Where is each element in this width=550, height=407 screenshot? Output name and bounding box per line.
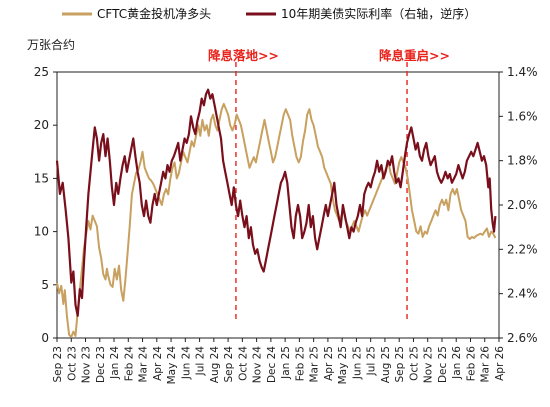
cut-marker-label: 降息落地>>	[208, 48, 279, 63]
series-line-cftc	[56, 102, 497, 338]
x-tick-label: Jun 25	[351, 346, 363, 380]
y-right-tick-label: 1.8%	[507, 154, 538, 168]
x-tick-label: Dec 25	[437, 346, 449, 383]
x-tick-label: Sep 23	[52, 346, 64, 383]
y-left-tick-label: 0	[41, 331, 49, 345]
y-left-tick-label: 25	[34, 65, 49, 79]
x-tick-label: Apr 25	[323, 346, 335, 381]
x-tick-label: Feb 26	[465, 346, 477, 382]
legend: CFTC黄金投机净多头 10年期美债实际利率（右轴，逆序）	[62, 6, 476, 21]
y-left-tick-label: 5	[41, 278, 49, 292]
x-tick-label: Mar 26	[480, 346, 492, 383]
y-left-tick-label: 20	[34, 118, 49, 132]
x-tick-label: Apr 26	[494, 346, 506, 381]
y-right-tick-label: 2.4%	[507, 287, 538, 301]
x-tick-label: Aug 24	[209, 346, 221, 384]
legend-label-cftc: CFTC黄金投机净多头	[97, 6, 211, 21]
x-tick-label: Jan 24	[109, 346, 121, 380]
y-left-tick-label: 15	[34, 171, 49, 185]
y-right-tick-label: 1.4%	[507, 65, 538, 79]
y-right-tick-label: 2.2%	[507, 242, 538, 256]
x-tick-label: May 25	[337, 346, 349, 384]
x-tick-label: Sep 24	[223, 346, 235, 383]
x-tick-label: Jan 25	[280, 346, 292, 380]
x-tick-label: Nov 23	[81, 346, 93, 383]
x-tick-label: Jun 24	[180, 346, 192, 380]
x-tick-label: Mar 25	[309, 346, 321, 383]
x-tick-label: May 24	[166, 346, 178, 385]
x-tick-label: Jul 25	[366, 346, 378, 376]
x-tick-label: Feb 25	[294, 346, 306, 381]
x-tick-label: Feb 24	[123, 346, 135, 382]
legend-label-real-rate: 10年期美债实际利率（右轴，逆序）	[281, 6, 476, 21]
x-tick-label: Mar 24	[138, 346, 150, 383]
series-layer	[55, 88, 497, 338]
y-right-tick-label: 1.6%	[507, 109, 538, 123]
y-right-tick-label: 2.6%	[507, 331, 538, 345]
x-tick-label: Dec 24	[266, 346, 278, 383]
x-tick-label: Nov 24	[252, 346, 264, 384]
y-left-tick-label: 10	[34, 225, 49, 239]
x-tick-label: Apr 24	[152, 346, 164, 381]
x-tick-label: Oct 24	[237, 346, 249, 381]
x-tick-label: Jan 26	[451, 346, 463, 380]
x-tick-label: Aug 25	[380, 346, 392, 383]
x-tick-label: Jul 24	[195, 346, 207, 377]
x-tick-label: Sep 25	[394, 346, 406, 383]
x-tick-label: Dec 23	[95, 346, 107, 383]
x-tick-label: Oct 23	[66, 346, 78, 381]
y-right-tick-label: 2.0%	[507, 198, 538, 212]
cut-marker-label: 降息重启>>	[379, 48, 450, 63]
x-tick-label: Nov 25	[423, 346, 435, 383]
annotations: 降息落地>> 降息重启>>	[208, 48, 450, 320]
axes: 0 5 10 15 20 25 1.4% 1.6% 1.8% 2.0% 2.2% 2.4% 2.6% Se…	[34, 65, 538, 384]
x-tick-label: Oct 25	[408, 346, 420, 381]
y-left-axis-title: 万张合约	[27, 37, 75, 52]
series-line-real-rate	[55, 88, 497, 317]
